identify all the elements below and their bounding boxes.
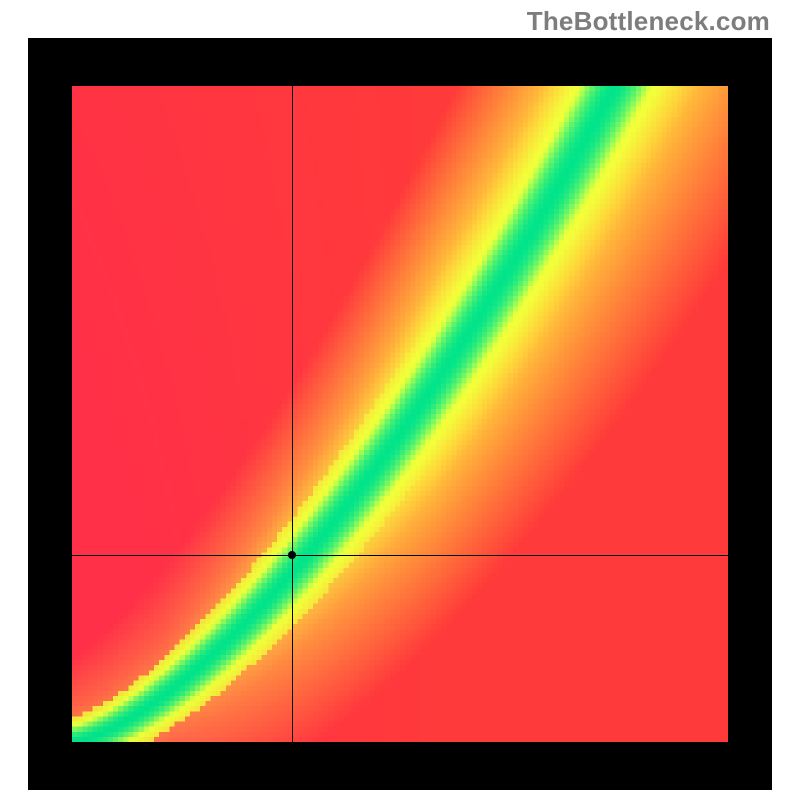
operating-point <box>288 551 296 559</box>
bottleneck-chart-frame: TheBottleneck.com <box>0 0 800 800</box>
watermark-text: TheBottleneck.com <box>527 6 770 37</box>
chart-outer-border <box>28 38 772 790</box>
plot-area <box>72 86 728 742</box>
crosshair-horizontal <box>72 555 728 556</box>
heatmap-canvas <box>72 86 728 742</box>
crosshair-vertical <box>292 86 293 742</box>
